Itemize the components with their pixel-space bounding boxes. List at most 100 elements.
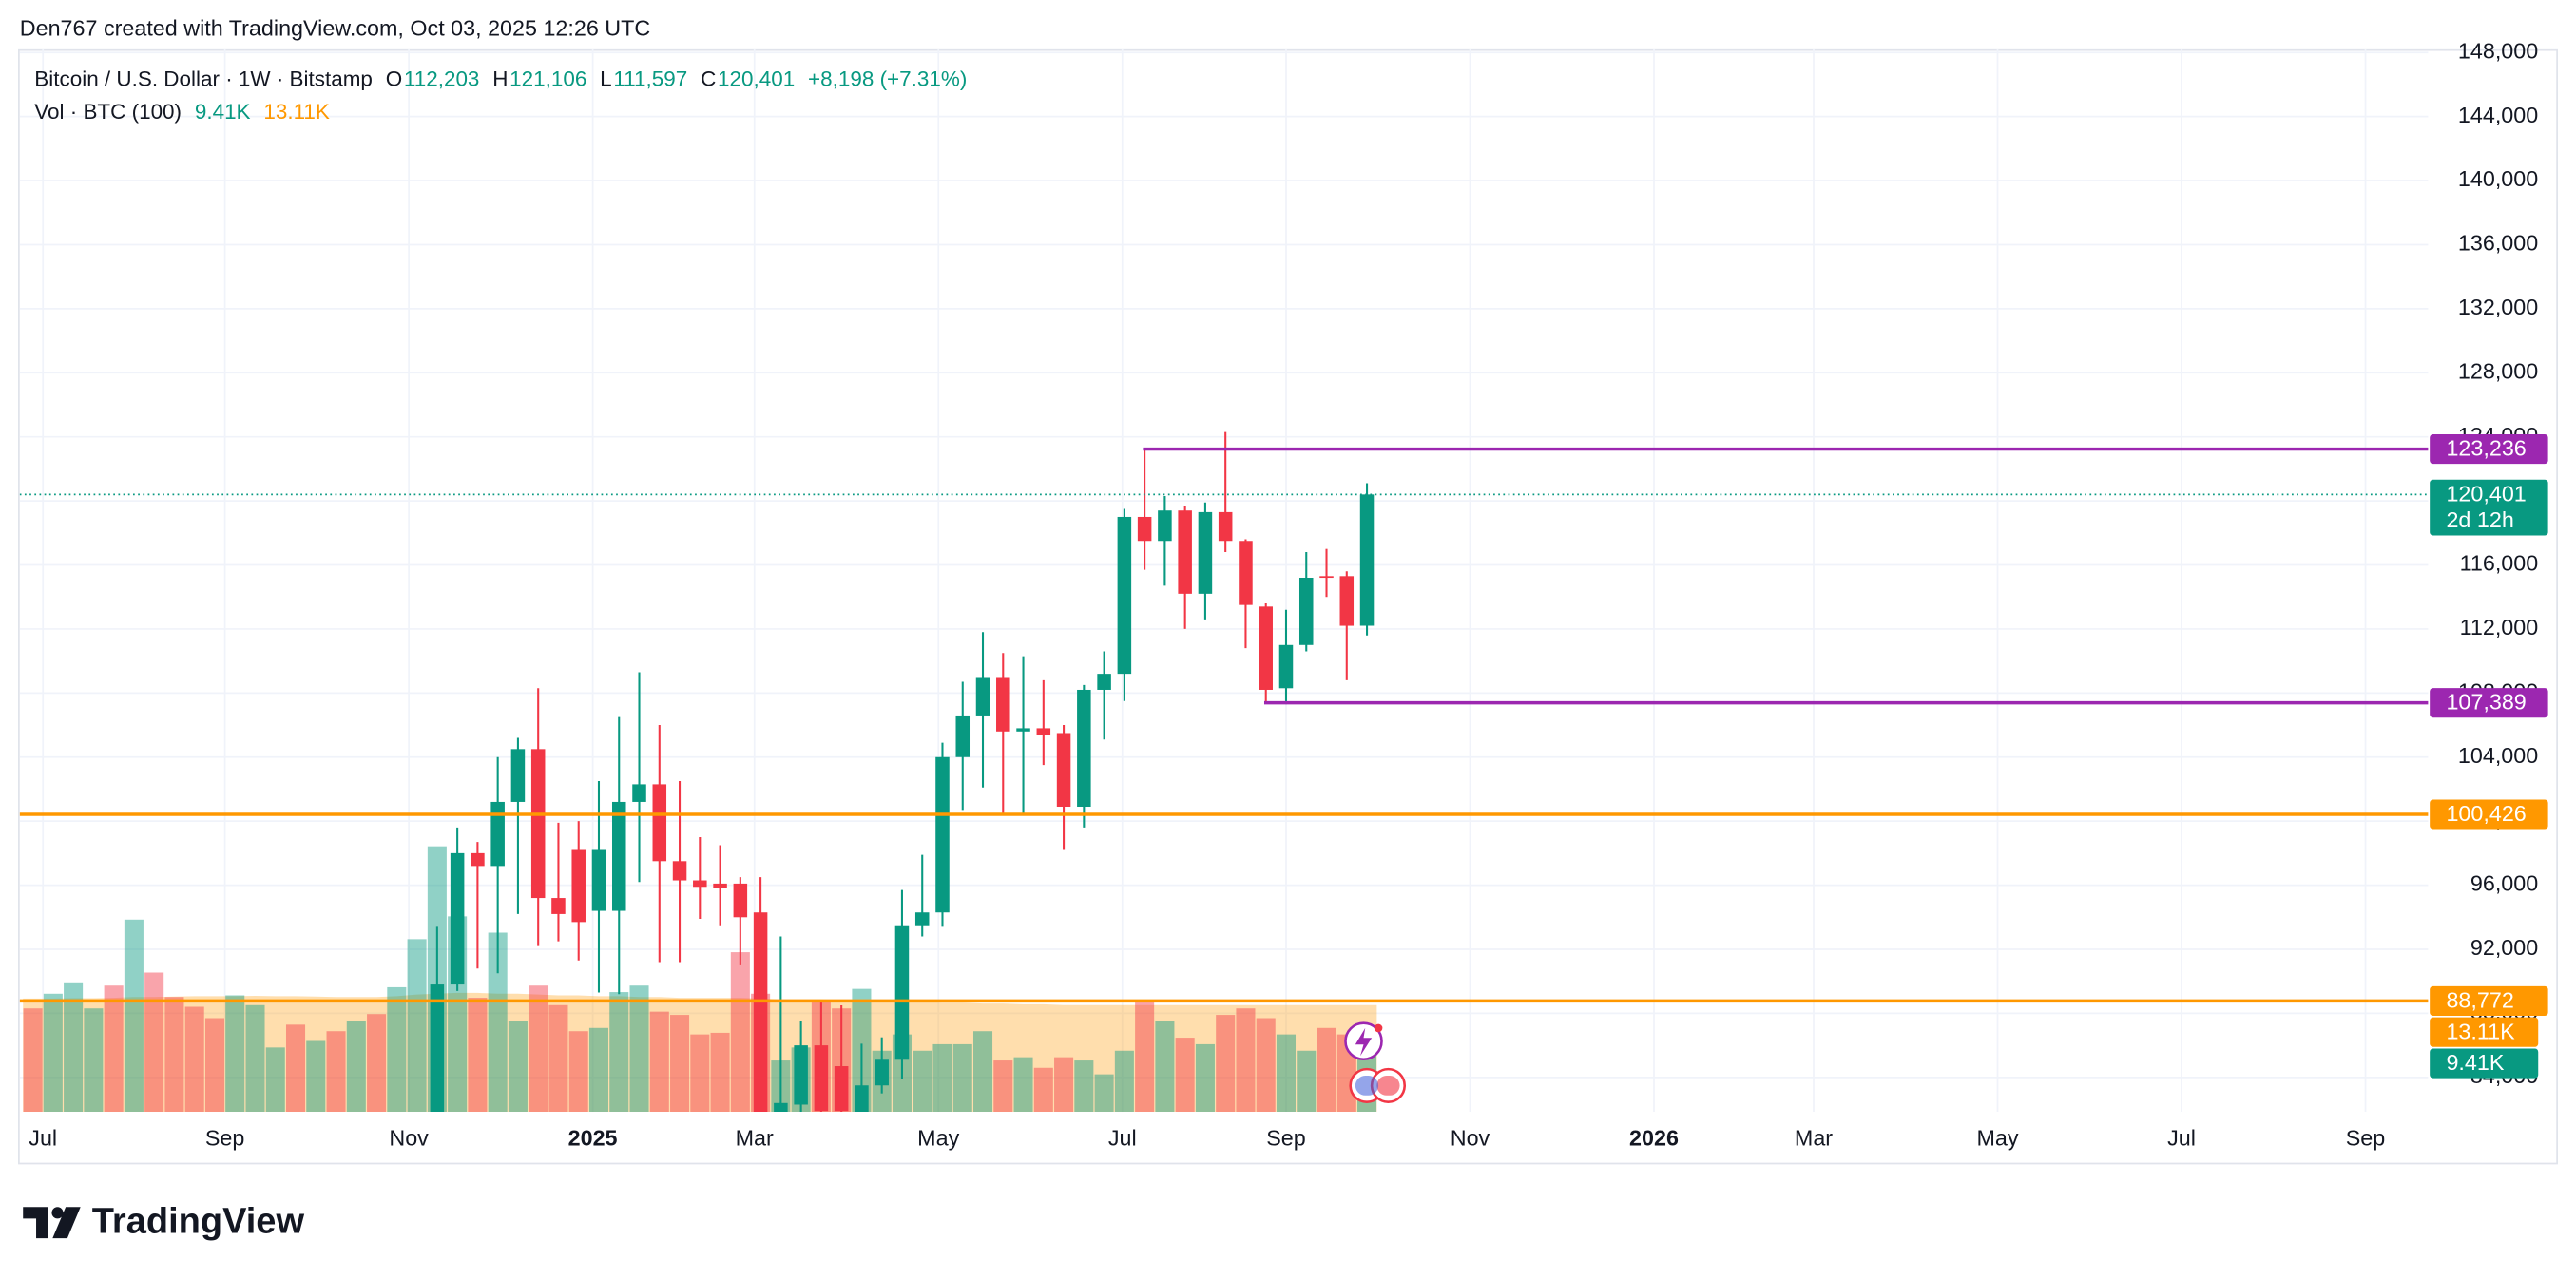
candle-body <box>1298 578 1314 645</box>
volume-bar <box>1054 1057 1074 1113</box>
volume-bar <box>326 1031 346 1113</box>
x-tick-label: Nov <box>389 1126 429 1151</box>
candle-body <box>1097 674 1111 690</box>
candle-body <box>834 1066 849 1112</box>
x-tick-label: Jul <box>2167 1126 2196 1151</box>
attribution: Den767 created with TradingView.com, Oct… <box>20 15 651 40</box>
volume-bar <box>1276 1034 1297 1113</box>
volume-bar <box>1256 1018 1276 1113</box>
candle-body <box>450 852 465 985</box>
volume-bar <box>913 1050 932 1113</box>
candle-body <box>1178 510 1192 594</box>
volume-bar <box>265 1047 285 1113</box>
legend-title: Bitcoin / U.S. Dollar · 1W · Bitstamp <box>34 67 373 91</box>
volume-tag-label: 9.41K <box>2446 1050 2504 1075</box>
logo-mark <box>23 1207 48 1239</box>
x-tick-label: Nov <box>1451 1126 1490 1151</box>
volume-bar <box>407 939 427 1113</box>
candle-body <box>1137 516 1152 542</box>
candle-body <box>1259 606 1273 690</box>
volume-bar <box>932 1043 952 1113</box>
volume-bar <box>1195 1043 1215 1113</box>
volume-bar <box>285 1024 306 1113</box>
legend-value: 112,203 <box>404 67 480 91</box>
volume-bar <box>529 985 548 1113</box>
candle-body <box>794 1045 808 1105</box>
volume-bar <box>184 1006 204 1113</box>
legend-value: 111,597 <box>613 67 687 91</box>
x-tick-label: Sep <box>1266 1126 1306 1151</box>
candle-body <box>632 784 646 802</box>
legend-key: C <box>701 67 716 91</box>
candle-body <box>733 883 748 918</box>
volume-ma-tag <box>2430 1017 2539 1047</box>
volume-bar <box>508 1021 528 1113</box>
volume-bar <box>629 985 649 1113</box>
candle-body <box>430 984 445 1113</box>
candle-body <box>1016 728 1030 732</box>
legend: Bitcoin / U.S. Dollar · 1W · Bitstamp O 11… <box>34 67 967 124</box>
y-tick-label: 128,000 <box>2458 358 2538 383</box>
x-tick-label: May <box>1976 1126 2018 1151</box>
volume-bar <box>245 1004 265 1113</box>
legend-key: O <box>386 67 402 91</box>
candle-body <box>652 784 667 862</box>
volume-bar <box>1094 1074 1114 1113</box>
volume-bar <box>1175 1038 1195 1113</box>
volume-bar <box>1155 1021 1175 1113</box>
x-tick-label: 2026 <box>1629 1126 1679 1151</box>
level-tag <box>2430 799 2548 830</box>
candle-body <box>935 756 950 913</box>
volume-bar <box>568 1031 588 1113</box>
candle-body <box>1218 511 1233 542</box>
grid <box>19 48 2429 1113</box>
candle-body <box>693 880 707 888</box>
volume-bar <box>204 1018 224 1113</box>
volume-bar <box>548 1004 568 1113</box>
logo-mark <box>51 1207 64 1219</box>
flag-fill <box>1355 1076 1379 1096</box>
candle-body <box>774 1102 788 1113</box>
brand: TradingView <box>23 1202 304 1242</box>
volume-bar <box>23 1008 43 1113</box>
candle-body <box>1198 511 1213 594</box>
volume-bar <box>1216 1015 1236 1113</box>
level-tag-label: 88,772 <box>2446 987 2513 1012</box>
candle-body <box>571 849 586 923</box>
candle-body <box>672 861 687 881</box>
volume-bar <box>346 1021 366 1113</box>
volume-bar <box>952 1043 972 1113</box>
y-tick-label: 148,000 <box>2458 38 2538 63</box>
volume-bar <box>124 919 144 1113</box>
volume-bar <box>1317 1027 1336 1113</box>
price-tag-label: 120,401 <box>2446 481 2526 506</box>
candle-body <box>1278 644 1294 689</box>
volume-bar <box>144 972 164 1113</box>
candle-body <box>1359 494 1375 626</box>
candle-body <box>510 749 526 802</box>
volume-bar <box>609 992 629 1113</box>
legend-volume-name: Vol · BTC (100) <box>34 100 182 124</box>
y-tick-label: 136,000 <box>2458 231 2538 256</box>
price-tag <box>2430 479 2548 536</box>
x-tick-label: Mar <box>736 1126 774 1151</box>
chart-frame <box>18 48 2558 1165</box>
legend-value: 121,106 <box>509 67 586 91</box>
volume-bar <box>730 952 750 1113</box>
event-icons <box>1344 1021 1407 1103</box>
candle-body <box>1036 728 1051 735</box>
x-tick-label: Sep <box>2346 1126 2386 1151</box>
volume-bar <box>1297 1050 1317 1113</box>
candle-body <box>855 1085 869 1113</box>
legend-change: +8,198 (+7.31%) <box>808 67 967 91</box>
candle-body <box>1319 576 1334 579</box>
x-tick-label: May <box>917 1126 959 1151</box>
candle-body <box>471 852 485 867</box>
y-tick-label: 116,000 <box>2460 551 2539 576</box>
volume-ma-area <box>23 992 1377 1113</box>
legend-key: H <box>492 67 508 91</box>
brand-name: TradingView <box>92 1202 305 1242</box>
